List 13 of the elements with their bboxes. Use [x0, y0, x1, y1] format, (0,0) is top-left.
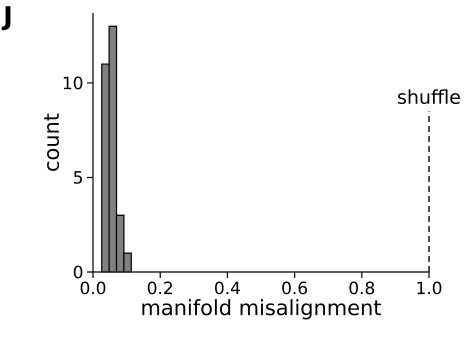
y-tick-label: 0 [74, 266, 82, 278]
y-axis-title: count [44, 113, 60, 171]
x-axis-title: manifold misalignment [142, 299, 382, 320]
x-tick-label: 0.4 [215, 282, 240, 294]
y-tick-label: 5 [74, 171, 82, 184]
x-tick-label: 1.0 [417, 282, 442, 294]
ref-line-label: shuffle [398, 89, 460, 104]
text: J [2, 6, 10, 30]
x-tick-label: 0.6 [282, 282, 307, 294]
x-tick-label: 0.8 [349, 282, 374, 294]
y-tick-label: 10 [64, 76, 82, 90]
x-tick-label: 0.2 [148, 282, 172, 294]
x-tick-label: 0.0 [80, 282, 106, 294]
